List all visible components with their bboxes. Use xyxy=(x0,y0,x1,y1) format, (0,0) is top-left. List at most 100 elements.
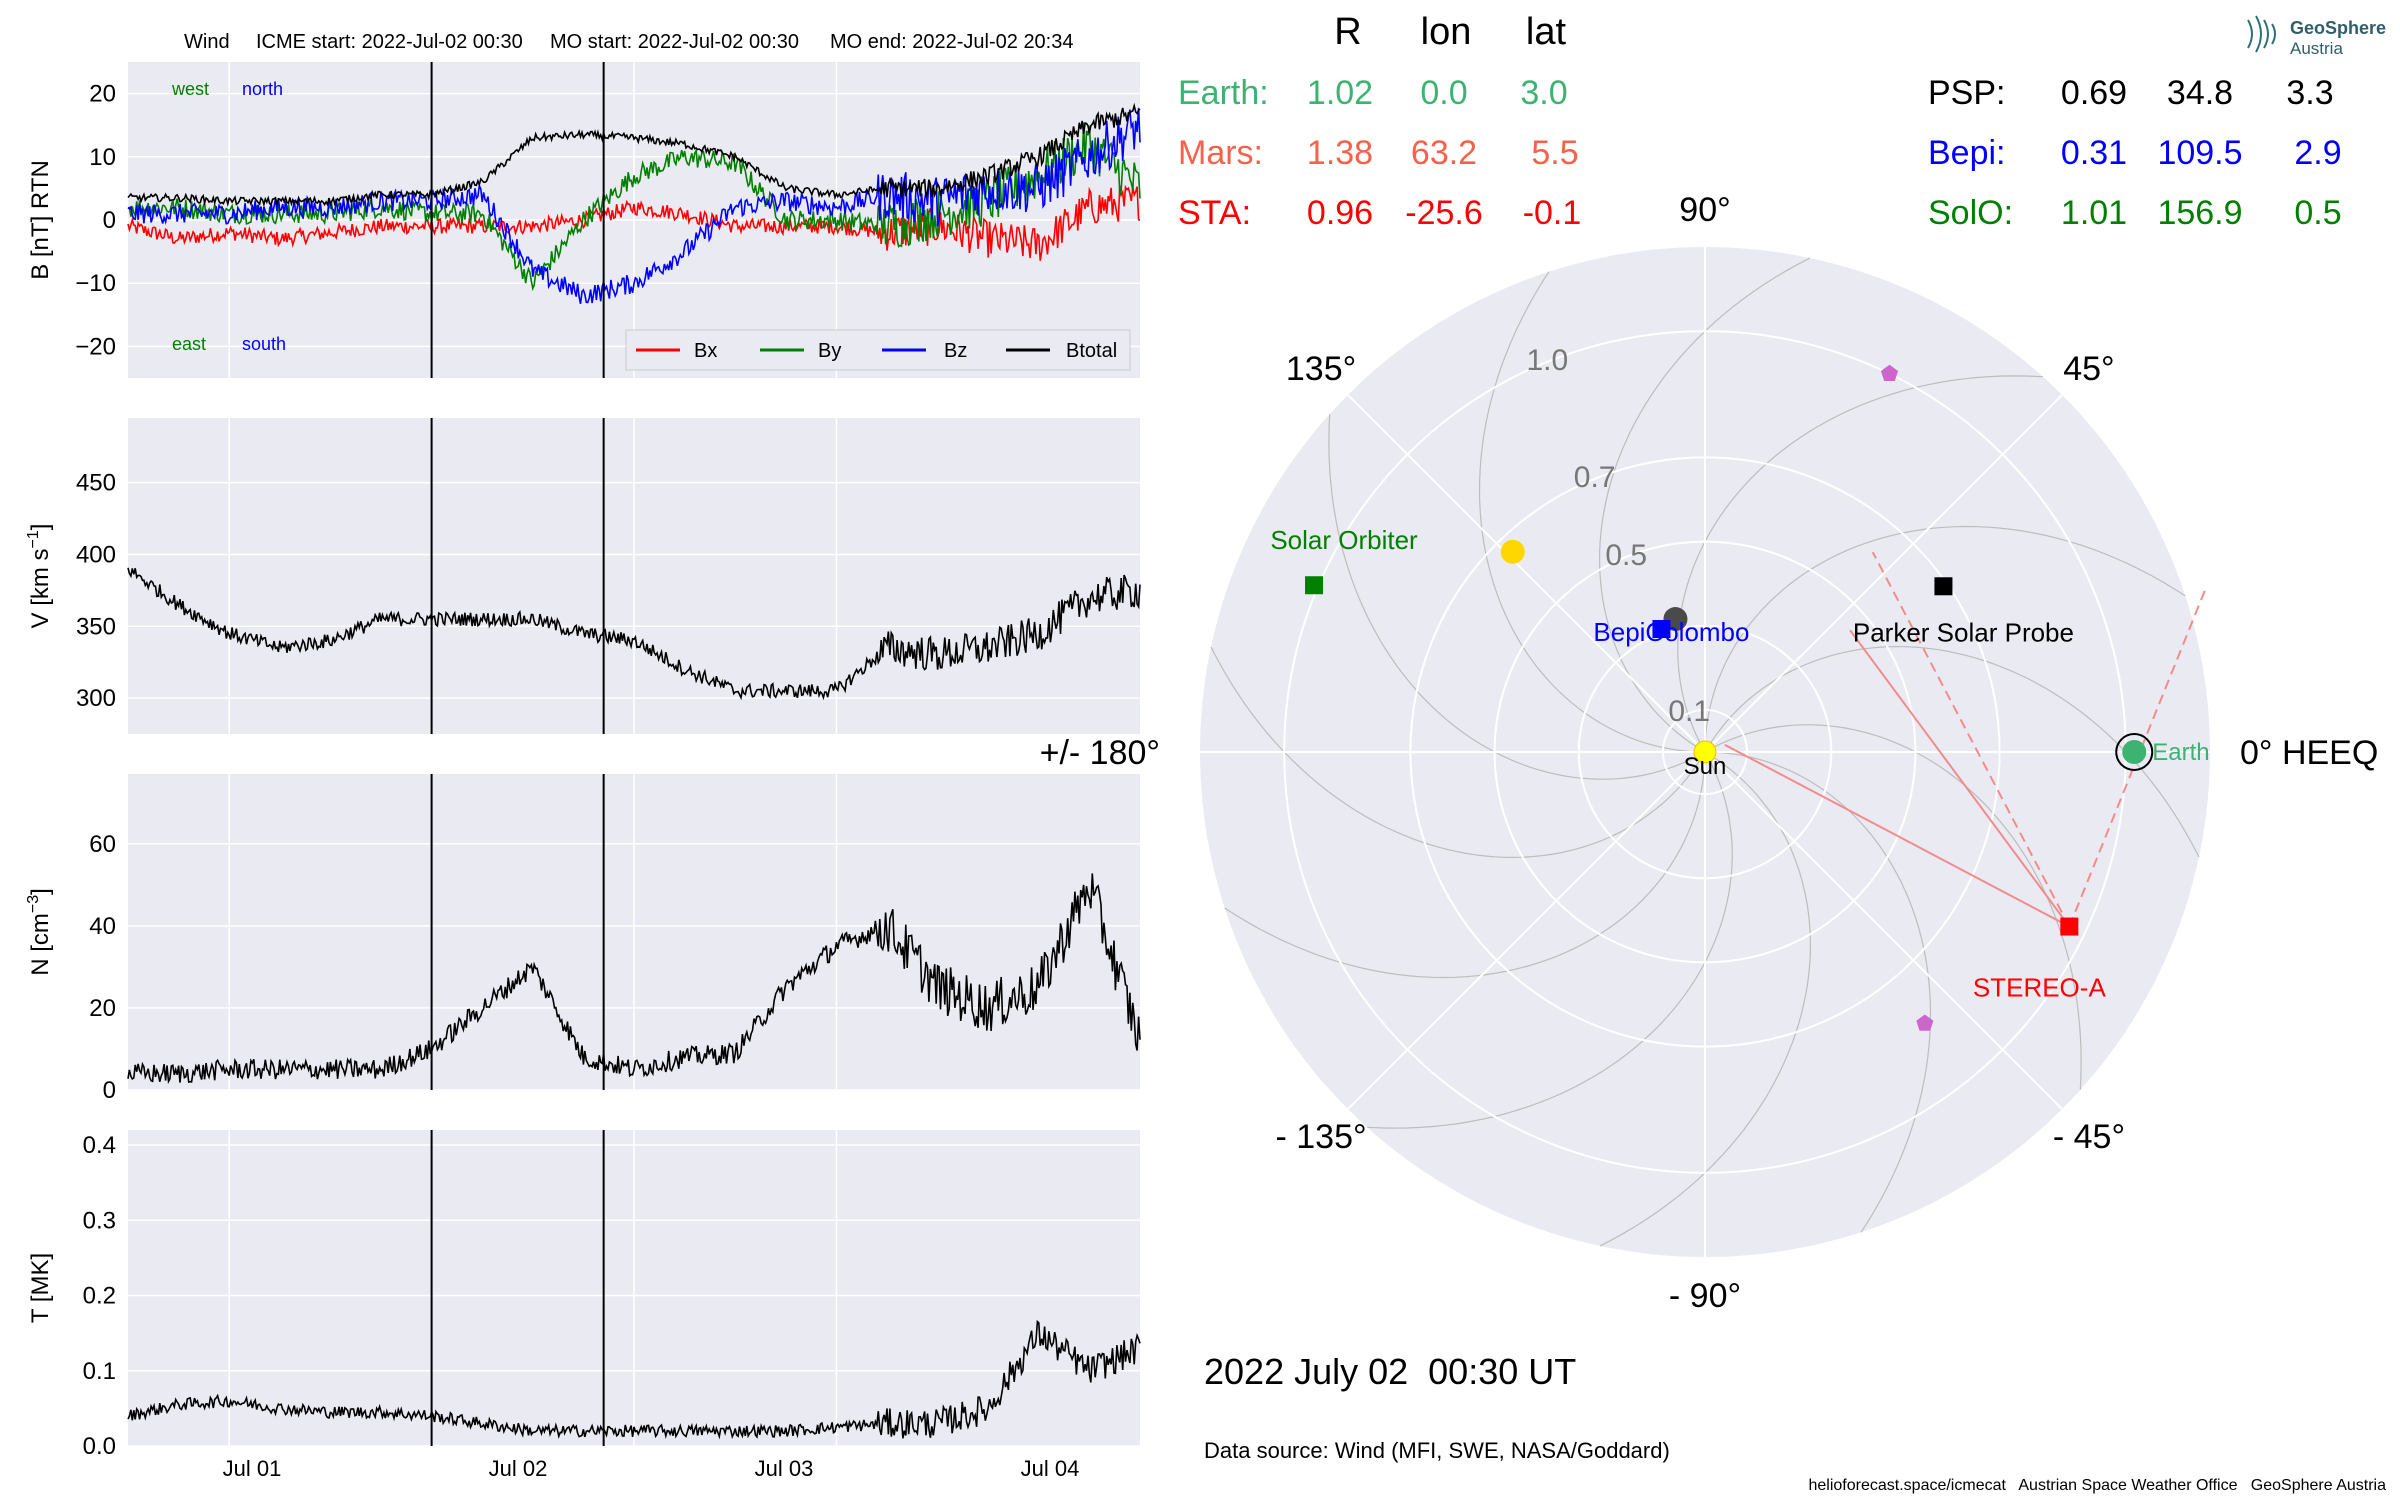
velocity-ylabel: V [km s−1] xyxy=(25,524,54,629)
stereo-a-fov-line xyxy=(1871,551,2071,928)
table-row-mars: Mars: 1.38 63.2 5.5 xyxy=(1178,134,1579,172)
svg-text:5.5: 5.5 xyxy=(1531,134,1578,172)
svg-text:0.69: 0.69 xyxy=(2061,74,2127,112)
svg-text:STA:: STA: xyxy=(1178,194,1251,232)
table-header-lat: lat xyxy=(1526,11,1567,53)
earth-label: Earth xyxy=(2152,739,2209,766)
y-tick-label: 20 xyxy=(89,81,116,108)
legend-btotal-label: Btotal xyxy=(1066,340,1117,362)
y-tick-label: 450 xyxy=(76,470,116,497)
geosphere-logo-icon xyxy=(2247,15,2276,53)
instrument-label: Wind xyxy=(184,31,230,53)
polar-radial-line xyxy=(1704,394,2063,753)
xtick-jul03: Jul 03 xyxy=(755,1456,814,1481)
angle-label: +/- 180° xyxy=(1040,734,1160,772)
y-tick-label: 40 xyxy=(89,913,116,940)
bfield-ylabel: B [nT] RTN xyxy=(27,160,54,280)
y-tick-label: 0.3 xyxy=(83,1207,116,1234)
y-tick-label: 0.0 xyxy=(83,1433,116,1460)
south-annotation: south xyxy=(242,334,286,354)
y-tick-label: 0.1 xyxy=(83,1358,116,1385)
event-markers xyxy=(430,62,605,1446)
angle-label: - 45° xyxy=(2053,1118,2125,1156)
svg-text:0.0: 0.0 xyxy=(1420,74,1467,112)
data-source-label: Data source: Wind (MFI, SWE, NASA/Goddar… xyxy=(1204,1438,1670,1463)
logo-line1: GeoSphere xyxy=(2290,18,2386,38)
y-tick-label: 0 xyxy=(103,1077,116,1104)
y-tick-label: 20 xyxy=(89,995,116,1022)
stereo-a-fov-line xyxy=(1849,629,2071,928)
xtick-jul02: Jul 02 xyxy=(489,1456,548,1481)
table-row-solo: SolO: 1.01 156.9 0.5 xyxy=(1928,194,2342,232)
pentagon-marker xyxy=(1880,364,1898,381)
sun-label: Sun xyxy=(1684,753,1727,780)
series-line-bz xyxy=(127,107,1141,304)
temperature-ylabel: T [MK] xyxy=(27,1253,54,1323)
ring-label: 0.5 xyxy=(1605,539,1647,572)
angle-label: 90° xyxy=(1679,191,1730,229)
table-row-earth: Earth: 1.02 0.0 3.0 xyxy=(1178,74,1568,112)
bfield-legend: Bx By Bz Btotal xyxy=(625,329,1131,371)
psp-label: Parker Solar Probe xyxy=(1853,617,2074,647)
y-tick-label: 0 xyxy=(103,207,116,234)
table-row-sta: STA: 0.96 -25.6 -0.1 xyxy=(1178,194,1581,232)
logo-line2: Austria xyxy=(2290,39,2343,58)
icme-start-label: ICME start: 2022-Jul-02 00:30 xyxy=(256,31,523,53)
svg-text:3.0: 3.0 xyxy=(1520,74,1567,112)
y-tick-label: 0.2 xyxy=(83,1283,116,1310)
angle-label: 135° xyxy=(1286,350,1356,388)
y-tick-label: 300 xyxy=(76,685,116,712)
legend-by-label: By xyxy=(818,340,841,362)
table-row-bepi: Bepi: 0.31 109.5 2.9 xyxy=(1928,134,2342,172)
svg-text:156.9: 156.9 xyxy=(2157,194,2242,232)
svg-text:Earth:: Earth: xyxy=(1178,74,1269,112)
sun-marker xyxy=(1693,740,1717,764)
earth-ring xyxy=(2115,733,2154,771)
y-tick-label: −20 xyxy=(75,333,116,360)
svg-text:PSP:: PSP: xyxy=(1928,74,2005,112)
venus-marker xyxy=(1500,539,1525,564)
legend-bz-label: Bz xyxy=(944,340,967,362)
series-line-btotal xyxy=(127,102,1141,208)
polar-plot: 1.0 0.7 0.5 0.1 90° 45° 0° HEEQ - 45° - 90° - 135… xyxy=(1040,191,2379,1315)
pentagon-marker xyxy=(1916,1014,1934,1031)
svg-text:0.96: 0.96 xyxy=(1307,194,1373,232)
svg-text:1.02: 1.02 xyxy=(1307,74,1373,112)
svg-text:109.5: 109.5 xyxy=(2157,134,2242,172)
xtick-jul04: Jul 04 xyxy=(1021,1456,1080,1481)
svg-text:0.5: 0.5 xyxy=(2294,194,2341,232)
ring-label: 1.0 xyxy=(1526,344,1568,377)
svg-text:0.31: 0.31 xyxy=(2061,134,2127,172)
series-line-n xyxy=(127,873,1141,1085)
svg-text:34.8: 34.8 xyxy=(2167,74,2233,112)
ring-label: 0.7 xyxy=(1574,461,1616,494)
density-ylabel: N [cm−3] xyxy=(25,888,54,976)
angle-label: - 90° xyxy=(1669,1277,1741,1315)
timeseries-lines xyxy=(127,102,1141,1440)
mo-end-label: MO end: 2022-Jul-02 20:34 xyxy=(830,31,1074,53)
earth-marker xyxy=(2122,740,2147,764)
svg-text:3.3: 3.3 xyxy=(2286,74,2333,112)
table-row-psp: PSP: 0.69 34.8 3.3 xyxy=(1928,74,2334,112)
y-tick-label: 60 xyxy=(89,831,116,858)
y-tick-labels: 20 10 0 −10 −20 450 400 350 300 60 40 20 0 0.4 0.3 0.2 0… xyxy=(75,81,116,1460)
svg-text:2.9: 2.9 xyxy=(2294,134,2341,172)
north-annotation: north xyxy=(242,79,283,99)
svg-text:1.01: 1.01 xyxy=(2061,194,2127,232)
svg-text:Bepi:: Bepi: xyxy=(1928,134,2006,172)
angle-label: - 135° xyxy=(1275,1118,1366,1156)
series-line-t xyxy=(127,1319,1141,1440)
legend-bx-label: Bx xyxy=(694,340,717,362)
svg-text:Mars:: Mars: xyxy=(1178,134,1263,172)
angle-label: 45° xyxy=(2063,350,2114,388)
svg-text:-25.6: -25.6 xyxy=(1405,194,1483,232)
y-tick-label: 400 xyxy=(76,541,116,568)
series-line-v xyxy=(127,567,1141,701)
mo-start-label: MO start: 2022-Jul-02 00:30 xyxy=(550,31,799,53)
solo-label: Solar Orbiter xyxy=(1270,525,1418,555)
y-tick-label: −10 xyxy=(75,270,116,297)
table-header-r: R xyxy=(1334,11,1361,53)
svg-text:-0.1: -0.1 xyxy=(1523,194,1582,232)
solo-marker xyxy=(1305,576,1324,595)
